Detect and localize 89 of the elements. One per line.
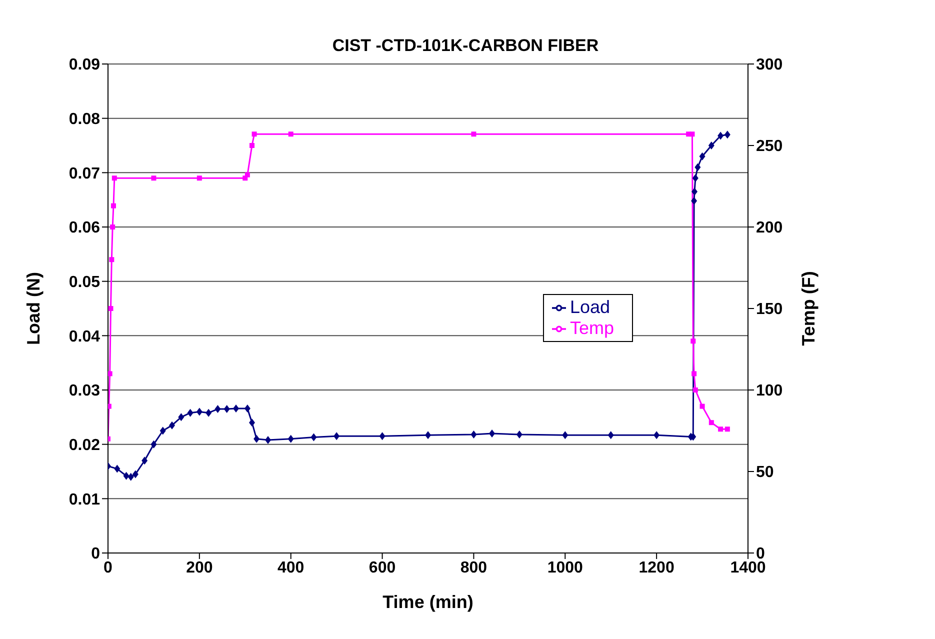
point	[108, 306, 114, 311]
chart-title: CIST -CTD-101K-CARBON FIBER	[331, 36, 600, 56]
point	[424, 431, 431, 440]
point	[718, 426, 724, 432]
point	[708, 142, 714, 150]
x-tick-label: 800	[460, 559, 488, 576]
point	[692, 188, 698, 196]
point	[232, 404, 239, 412]
x-tick-label: 400	[278, 559, 304, 576]
point	[244, 172, 250, 178]
point	[187, 408, 194, 417]
point	[288, 434, 294, 443]
point	[690, 132, 695, 137]
y2-tick-label: 100	[756, 382, 783, 400]
point	[379, 432, 386, 440]
point	[110, 203, 116, 208]
y-tick-label: 0.04	[68, 328, 100, 346]
point	[694, 163, 701, 172]
point	[488, 429, 495, 438]
point	[608, 431, 614, 440]
x-tick-label: 0	[104, 559, 113, 576]
point	[249, 143, 254, 148]
point	[700, 404, 705, 409]
x-tick-label: 1400	[730, 559, 766, 576]
x-tick-label: 1000	[547, 559, 584, 576]
point	[690, 338, 696, 344]
y2-tick-label: 300	[756, 56, 783, 74]
point	[264, 436, 271, 444]
point	[471, 132, 476, 137]
legend-label: Load	[570, 297, 610, 317]
point	[252, 132, 257, 137]
point	[169, 421, 175, 430]
x-axis-title: Time (min)	[382, 592, 474, 612]
y-tick-label: 0.06	[68, 220, 100, 237]
point	[516, 430, 522, 439]
y-tick-label: 0.03	[68, 382, 100, 400]
point	[196, 408, 202, 416]
point	[692, 174, 698, 182]
point	[123, 472, 130, 480]
point	[254, 434, 260, 443]
point	[196, 176, 202, 181]
y2-axis-title: Temp (F)	[798, 271, 818, 346]
point	[470, 430, 477, 439]
x-tick-label: 1200	[638, 559, 674, 576]
point	[160, 426, 166, 435]
point	[112, 176, 117, 181]
point	[691, 196, 698, 205]
y-axis-title: Load (N)	[23, 272, 44, 345]
point	[114, 464, 120, 473]
point	[109, 257, 114, 262]
y-tick-label: 0.01	[68, 491, 100, 508]
point	[310, 433, 317, 442]
point	[248, 418, 255, 427]
point	[110, 224, 116, 230]
y-tick-label: 0.08	[68, 111, 100, 128]
y-tick-label: 0.09	[68, 56, 100, 74]
y-tick-label: 0	[91, 546, 100, 563]
y-tick-label: 0.07	[68, 165, 100, 182]
point	[718, 132, 724, 140]
point	[142, 456, 148, 465]
point	[206, 408, 212, 417]
y2-tick-label: 150	[756, 301, 783, 318]
point	[708, 420, 714, 426]
point	[244, 404, 250, 412]
point	[334, 432, 340, 440]
point	[178, 413, 184, 422]
y2-tick-label: 50	[756, 464, 774, 482]
point	[724, 426, 730, 432]
point	[562, 431, 568, 440]
y-tick-label: 0.02	[68, 437, 100, 454]
y2-tick-label: 200	[756, 220, 783, 237]
y-tick-label: 0.05	[68, 274, 100, 292]
x-tick-label: 200	[186, 559, 213, 576]
point	[288, 132, 294, 137]
point	[108, 371, 112, 376]
x-tick-label: 600	[368, 559, 396, 576]
point	[128, 472, 134, 481]
point	[699, 152, 706, 160]
point	[214, 405, 221, 414]
point	[692, 388, 698, 392]
legend-label: Temp	[570, 318, 614, 338]
point	[224, 405, 230, 414]
point	[150, 440, 157, 448]
point	[132, 470, 138, 478]
point	[692, 371, 697, 376]
point	[654, 431, 660, 440]
point	[724, 130, 730, 139]
y2-tick-label: 250	[756, 138, 783, 156]
point	[151, 176, 156, 181]
